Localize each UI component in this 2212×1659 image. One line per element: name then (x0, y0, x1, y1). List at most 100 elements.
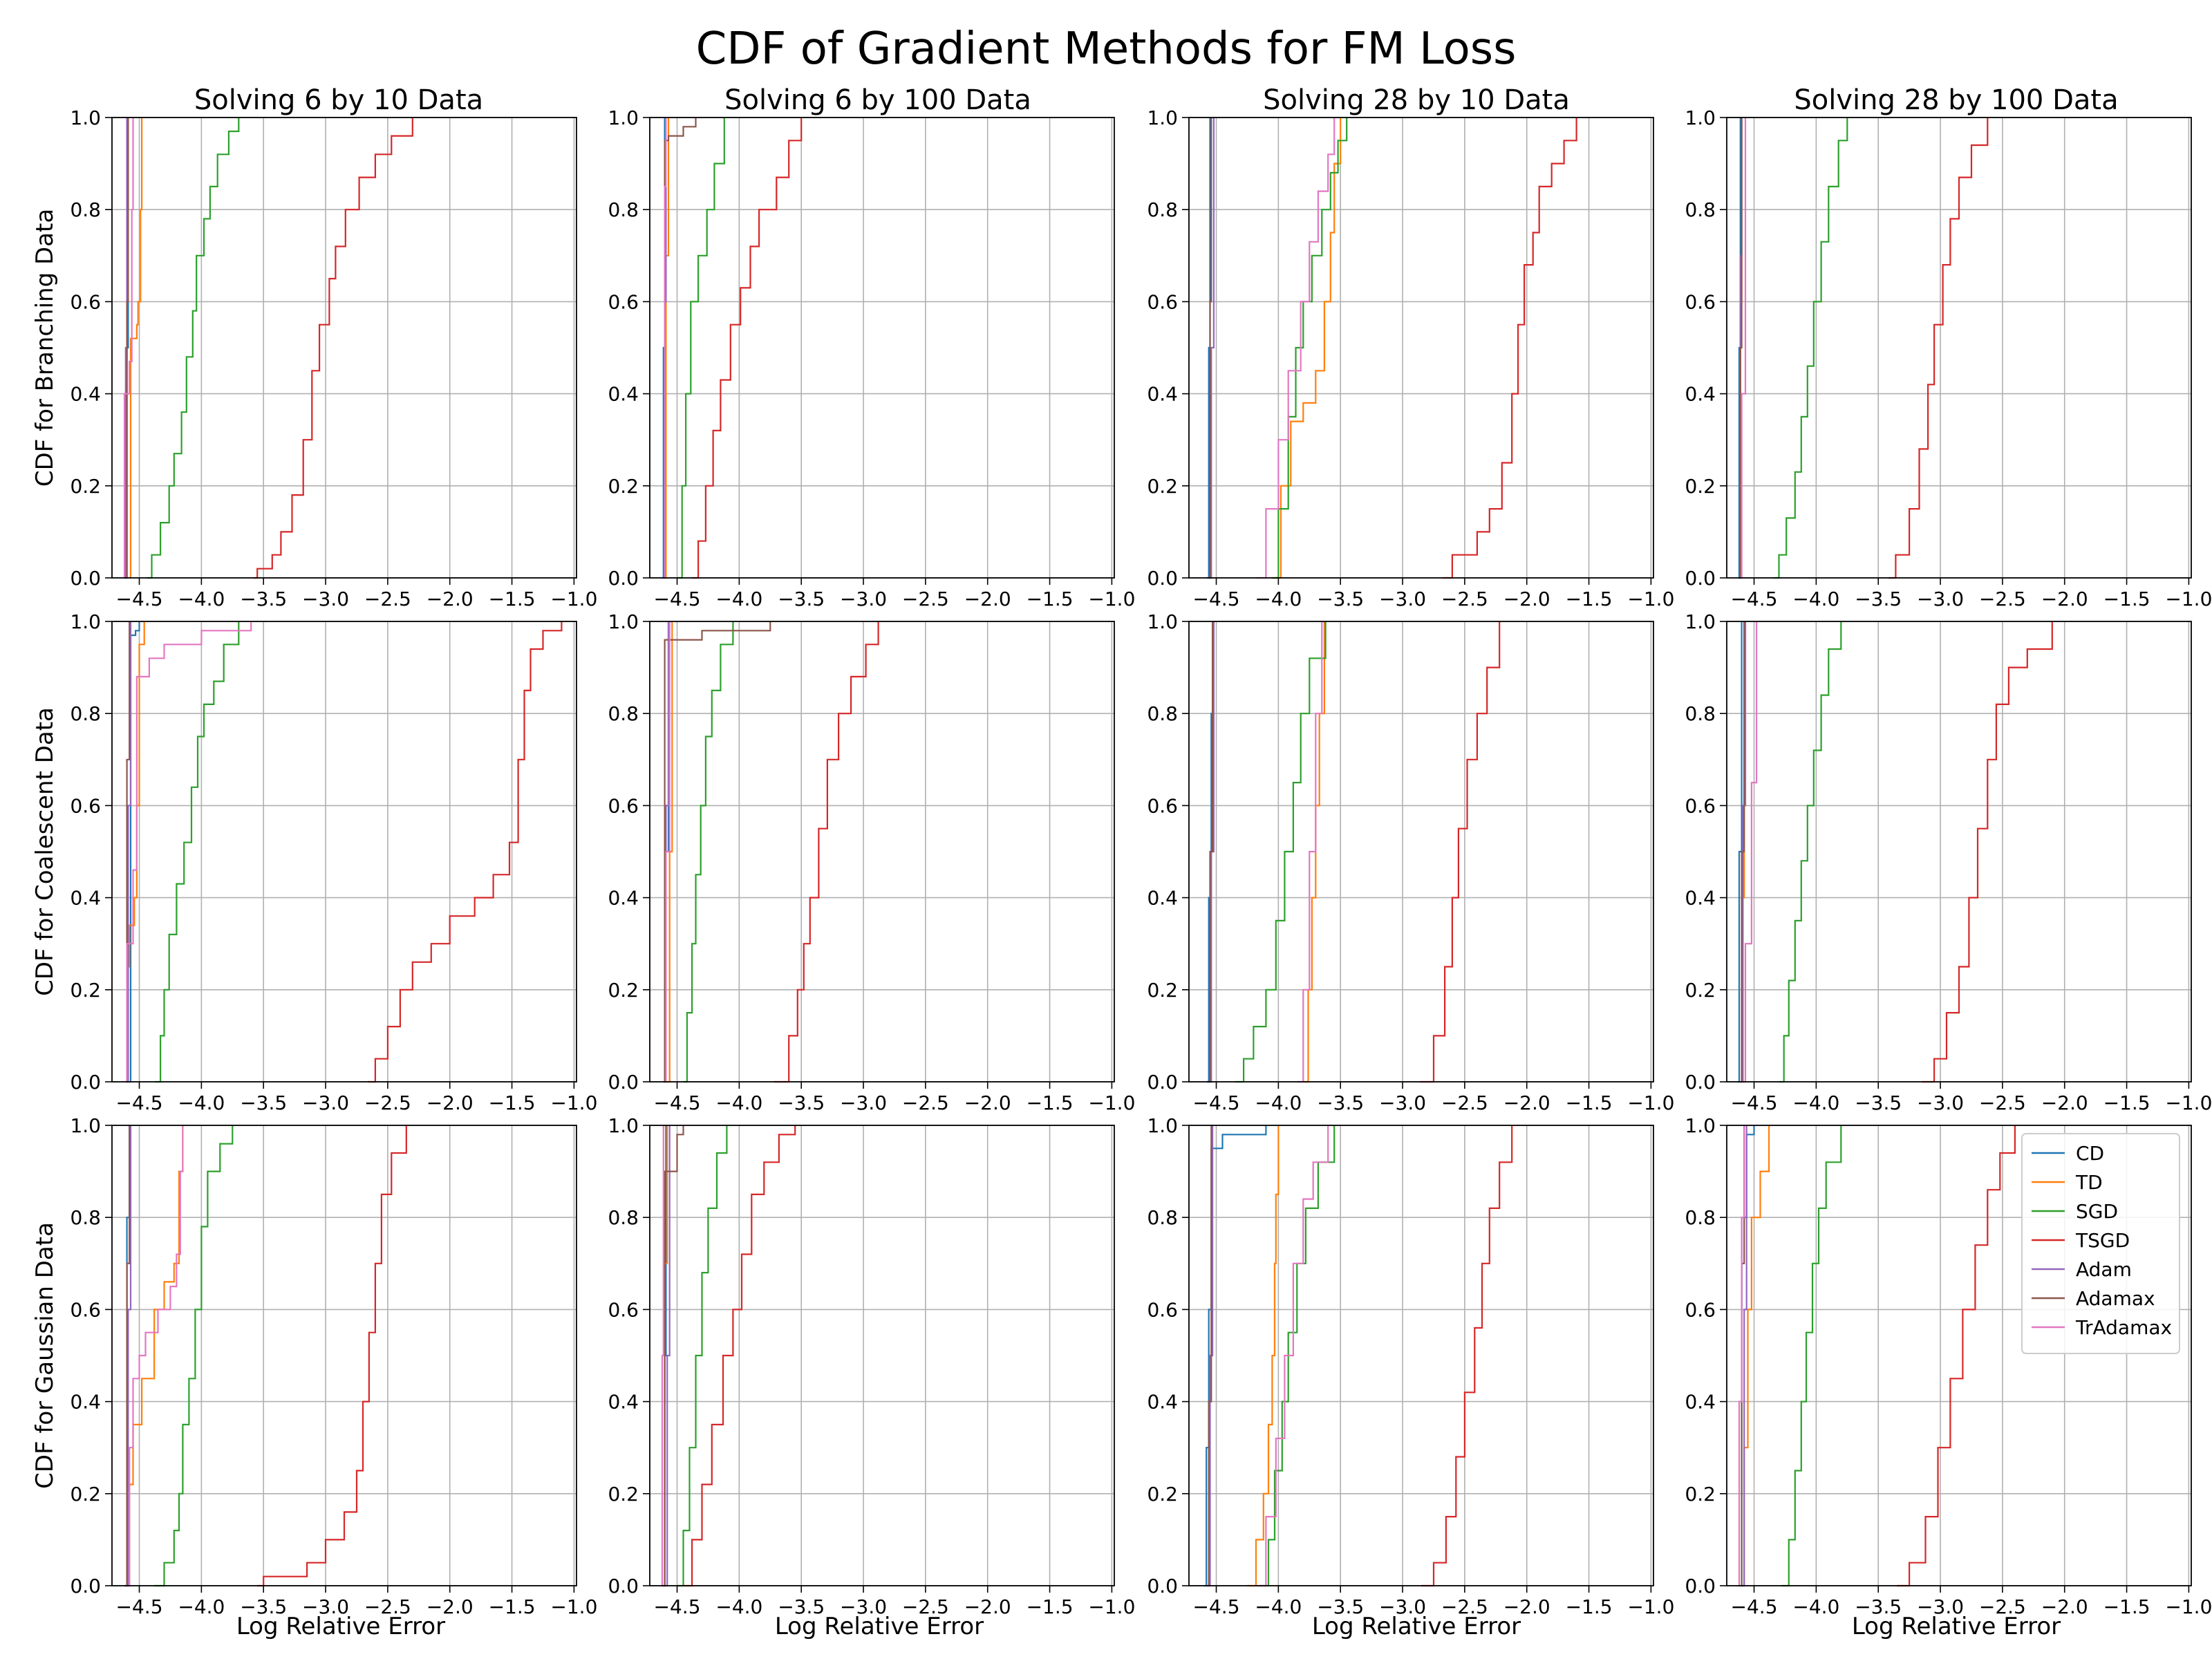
x-tick-label: −4.5 (1731, 1091, 1778, 1114)
row-label-branching: CDF for Branching Data (31, 209, 59, 487)
x-tick-label: −2.5 (1979, 1595, 2026, 1618)
column-title-4: Solving 28 by 100 Data (1794, 84, 2118, 116)
x-tick-label: −4.0 (1792, 588, 1839, 610)
y-tick-label: 0.0 (608, 1071, 639, 1094)
x-tick-label: −1.0 (1088, 1595, 1135, 1618)
x-tick-label: −4.0 (178, 1091, 225, 1114)
x-tick-label: −2.5 (1979, 1091, 2026, 1114)
x-tick-label: −2.0 (427, 588, 474, 610)
x-tick-label: −4.5 (1193, 1595, 1240, 1618)
y-tick-label: 0.2 (70, 1483, 101, 1506)
y-tick-label: 0.8 (1685, 198, 1716, 221)
y-tick-label: 1.0 (608, 610, 639, 633)
y-tick-label: 0.2 (70, 475, 101, 498)
y-tick-label: 1.0 (1685, 106, 1716, 129)
y-tick-label: 0.2 (608, 1483, 639, 1506)
x-tick-label: −1.5 (489, 588, 536, 610)
y-tick-label: 0.0 (1685, 1071, 1716, 1094)
x-tick-label: −2.0 (1503, 1091, 1550, 1114)
x-tick-label: −2.5 (364, 588, 411, 610)
x-tick-label: −4.5 (1731, 588, 1778, 610)
x-tick-label: −4.5 (1731, 1595, 1778, 1618)
panel-r1-c4: −4.5 −4.0 −3.5 −3.0 −2.5 −2.0 −1.5 −1.00.00.20.… (1685, 106, 2212, 610)
x-tick-label: −1.0 (550, 588, 597, 610)
y-tick-label: 0.0 (1147, 1071, 1178, 1094)
x-tick-label: −3.5 (1855, 588, 1902, 610)
y-tick-label: 1.0 (1147, 1114, 1178, 1137)
panel-r2-c2: −4.5 −4.0 −3.5 −3.0 −2.5 −2.0 −1.5 −1.0 0.0 0.2 0.… (608, 610, 1135, 1114)
y-tick-label: 0.2 (1685, 979, 1716, 1002)
y-tick-label: 0.6 (1147, 1298, 1178, 1321)
x-tick-label: −1.0 (1088, 588, 1135, 610)
x-tick-label: −1.0 (1627, 1595, 1674, 1618)
x-tick-label: −1.5 (1566, 1595, 1613, 1618)
y-tick-label: 0.2 (1685, 1483, 1716, 1506)
x-tick-label: −2.0 (427, 1091, 474, 1114)
y-tick-label: 0.0 (1685, 1575, 1716, 1597)
x-tick-label: −3.0 (1379, 1595, 1426, 1618)
x-tick-label: −2.5 (1441, 1595, 1488, 1618)
x-tick-label: −4.0 (1255, 1595, 1302, 1618)
y-tick-label: 0.4 (1685, 887, 1716, 910)
x-tick-label: −2.5 (364, 1091, 411, 1114)
panel-r1-c1: −4.5 −4.0 −3.5 −3.0 −2.5 −2.0 −1.5 −1.0 0.0 0.2 0.… (70, 106, 597, 610)
legend-label-adam: Adam (2076, 1258, 2132, 1281)
y-tick-label: 0.4 (608, 1391, 639, 1414)
y-tick-label: 0.4 (1685, 1391, 1716, 1414)
legend-label-adamax: Adamax (2076, 1287, 2155, 1310)
y-tick-label: 0.8 (1147, 702, 1178, 725)
plot-area (112, 118, 577, 578)
y-tick-label: 0.4 (608, 887, 639, 910)
panel-r1-c3: −4.5 −4.0 −3.5 −3.0 −2.5 −2.0 −1.5 −1.00.00.20.… (1147, 106, 1674, 610)
x-tick-label: −1.0 (1627, 1091, 1674, 1114)
y-tick-label: 0.0 (1147, 1575, 1178, 1597)
column-title-3: Solving 28 by 10 Data (1263, 84, 1570, 116)
y-tick-label: 0.2 (1685, 475, 1716, 498)
y-tick-label: 0.8 (1685, 1206, 1716, 1229)
x-tick-label: −3.5 (778, 1091, 825, 1114)
x-tick-label: −4.5 (654, 1595, 701, 1618)
x-tick-label: −2.0 (427, 1595, 474, 1618)
figure-title: CDF of Gradient Methods for FM Loss (696, 24, 1517, 75)
y-tick-label: 0.8 (1147, 1206, 1178, 1229)
x-tick-label: −4.5 (654, 588, 701, 610)
plot-area (650, 1125, 1114, 1586)
x-tick-label: −2.0 (964, 588, 1011, 610)
panel-r3-c3: −4.5 −4.0 −3.5 −3.0 −2.5 −2.0 −1.5 −1.00.00.20.… (1147, 1114, 1674, 1618)
y-tick-label: 0.4 (70, 1391, 101, 1414)
plot-area (1189, 1125, 1653, 1586)
plot-area (112, 621, 577, 1082)
legend-label-tsgd: TSGD (2075, 1229, 2130, 1252)
x-tick-label: −3.0 (840, 1091, 887, 1114)
legend-label-cd: CD (2076, 1142, 2104, 1165)
y-tick-label: 0.4 (70, 383, 101, 406)
x-tick-label: −1.0 (1088, 1091, 1135, 1114)
y-tick-label: 0.6 (70, 794, 101, 817)
x-tick-label: −3.5 (240, 1595, 287, 1618)
legend-label-sgd: SGD (2076, 1200, 2118, 1223)
x-tick-label: −3.5 (1855, 1595, 1902, 1618)
panel-r2-c3: −4.5 −4.0 −3.5 −3.0 −2.5 −2.0 −1.5 −1.00.00.20.… (1147, 610, 1674, 1114)
x-tick-label: −3.5 (240, 1091, 287, 1114)
y-tick-label: 0.2 (1147, 475, 1178, 498)
x-tick-label: −3.0 (302, 1091, 349, 1114)
y-tick-label: 0.8 (608, 702, 639, 725)
x-tick-label: −4.0 (178, 1595, 225, 1618)
legend: CDTDSGDTSGDAdamAdamaxTrAdamax (2022, 1134, 2180, 1353)
x-tick-label: −3.0 (1917, 588, 1964, 610)
y-tick-label: 1.0 (1147, 610, 1178, 633)
y-tick-label: 0.6 (608, 794, 639, 817)
x-tick-label: −1.5 (2103, 1091, 2150, 1114)
y-tick-label: 1.0 (1147, 106, 1178, 129)
y-tick-label: 1.0 (70, 610, 101, 633)
plot-area (1189, 118, 1653, 578)
x-tick-label: −4.0 (178, 588, 225, 610)
x-tick-label: −3.0 (1379, 588, 1426, 610)
x-tick-label: −1.5 (489, 1595, 536, 1618)
x-tick-label: −3.5 (778, 588, 825, 610)
y-tick-label: 1.0 (608, 106, 639, 129)
y-tick-label: 0.8 (70, 702, 101, 725)
legend-label-td: TD (2075, 1171, 2103, 1194)
x-tick-label: −3.5 (1317, 1091, 1364, 1114)
x-tick-label: −1.5 (489, 1091, 536, 1114)
